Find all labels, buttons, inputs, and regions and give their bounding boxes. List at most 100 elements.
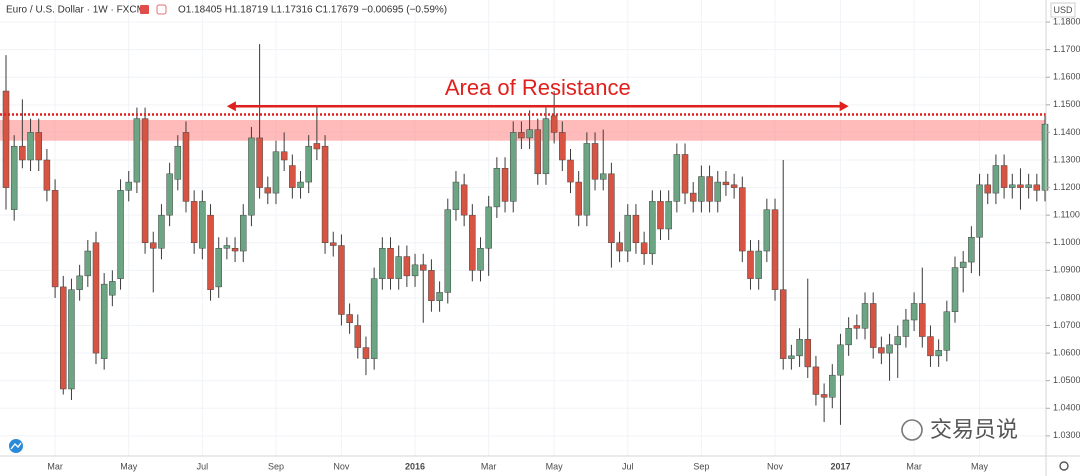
candle-body: [346, 314, 353, 324]
candle-body: [559, 132, 566, 161]
candle-body: [231, 248, 239, 252]
candle-body: [878, 347, 885, 354]
candle-body: [166, 173, 173, 216]
logo-circle: [9, 439, 23, 453]
candle-body: [853, 325, 861, 329]
candle-body: [469, 214, 476, 271]
y-tick-label: 1.13000: [1053, 154, 1080, 164]
candle-body: [158, 214, 165, 249]
logo: [9, 439, 23, 453]
candle-body: [796, 339, 803, 357]
candle-body: [19, 145, 26, 161]
candle-body: [632, 214, 640, 244]
x-tick-label: Nov: [767, 461, 784, 471]
candle-body: [689, 192, 697, 202]
y-tick-label: 1.06000: [1053, 347, 1080, 357]
candle-body: [338, 245, 345, 315]
candle-body: [43, 159, 51, 191]
x-tick-label: May: [971, 461, 989, 471]
candle-body: [395, 256, 402, 279]
candle-body: [788, 355, 795, 359]
compare-icon: [156, 4, 167, 15]
candle-body: [902, 319, 910, 337]
candle-body: [182, 132, 190, 202]
candle-body: [223, 245, 231, 249]
gear[interactable]: [1059, 461, 1069, 471]
candle-body: [289, 165, 296, 188]
candle-body: [68, 289, 75, 390]
candle-body: [190, 201, 198, 244]
x-tick-label: Mar: [47, 461, 63, 471]
candle-body: [1000, 165, 1008, 188]
candle-body: [943, 311, 951, 351]
candle-body: [599, 173, 607, 180]
candle-body: [1009, 184, 1016, 188]
candle-body: [526, 129, 533, 139]
candle-body: [829, 374, 836, 398]
watermark-icon: [901, 419, 923, 441]
candle-body: [567, 159, 574, 183]
x-tick-label: Sep: [693, 461, 709, 471]
candle-body: [321, 145, 329, 244]
candle-body: [869, 303, 877, 348]
candle-body: [485, 206, 492, 249]
candle-body: [698, 176, 705, 202]
y-tick-label: 1.04000: [1053, 403, 1080, 413]
x-tick-label: Mar: [906, 461, 922, 471]
candle-body: [379, 248, 386, 279]
candle-body: [935, 350, 942, 357]
grid: [0, 0, 1046, 456]
y-tick-label: 1.15000: [1053, 99, 1080, 109]
candle-body: [280, 151, 288, 161]
watermark-text: 交易员说: [930, 417, 1018, 442]
logo-glyph: [10, 442, 22, 450]
y-tick-label: 1.11000: [1053, 210, 1080, 220]
candle-body: [215, 248, 222, 288]
candle-body: [591, 143, 599, 180]
candle-body: [1041, 123, 1049, 191]
candle-body: [755, 250, 762, 279]
candle-body: [207, 214, 214, 290]
candle-body: [919, 303, 926, 337]
settings-icon[interactable]: [1059, 461, 1069, 471]
candle-body: [673, 154, 681, 202]
candle-body: [624, 214, 632, 252]
candle-body: [910, 303, 918, 321]
candle-body: [501, 168, 509, 202]
candle-body: [117, 190, 124, 279]
candle-body: [845, 328, 852, 346]
candle-body: [951, 267, 959, 312]
candle-body: [2, 90, 10, 188]
candle-body: [84, 250, 92, 277]
x-tick-label: May: [546, 461, 564, 471]
candle-body: [984, 184, 991, 194]
candle-body: [51, 190, 59, 288]
resistance-zone: [0, 120, 1046, 141]
candle-body: [436, 292, 443, 301]
candle-body: [927, 336, 934, 357]
watermark: 交易员说: [901, 417, 1018, 442]
flag-icon: [140, 5, 149, 14]
y-tick-label: 1.12000: [1053, 182, 1080, 192]
candle-body: [256, 137, 263, 188]
x-tick-label: Jul: [197, 461, 209, 471]
candle-body: [141, 118, 149, 244]
candle-body: [133, 118, 141, 183]
candle-body: [362, 347, 370, 359]
candle-body: [403, 256, 411, 277]
candle-body: [739, 187, 746, 252]
candle-body: [411, 264, 419, 277]
candle-body: [10, 145, 18, 210]
candle-body: [1017, 184, 1024, 188]
candle-body: [60, 286, 67, 390]
x-tick-label: 2017: [830, 461, 850, 471]
candle-body: [387, 248, 394, 279]
candle-body: [583, 143, 591, 216]
x-tick-label: Mar: [481, 461, 497, 471]
symbol-title: Euro / U.S. Dollar · 1W · FXCM: [6, 5, 145, 16]
candle-body: [542, 118, 550, 175]
candle-body: [27, 132, 34, 161]
candle-body: [76, 275, 83, 290]
candle-body: [419, 264, 427, 271]
y-tick-label: 1.18000: [1053, 16, 1080, 26]
